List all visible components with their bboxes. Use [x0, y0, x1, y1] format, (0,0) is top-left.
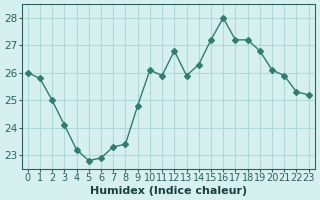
X-axis label: Humidex (Indice chaleur): Humidex (Indice chaleur)	[90, 186, 247, 196]
